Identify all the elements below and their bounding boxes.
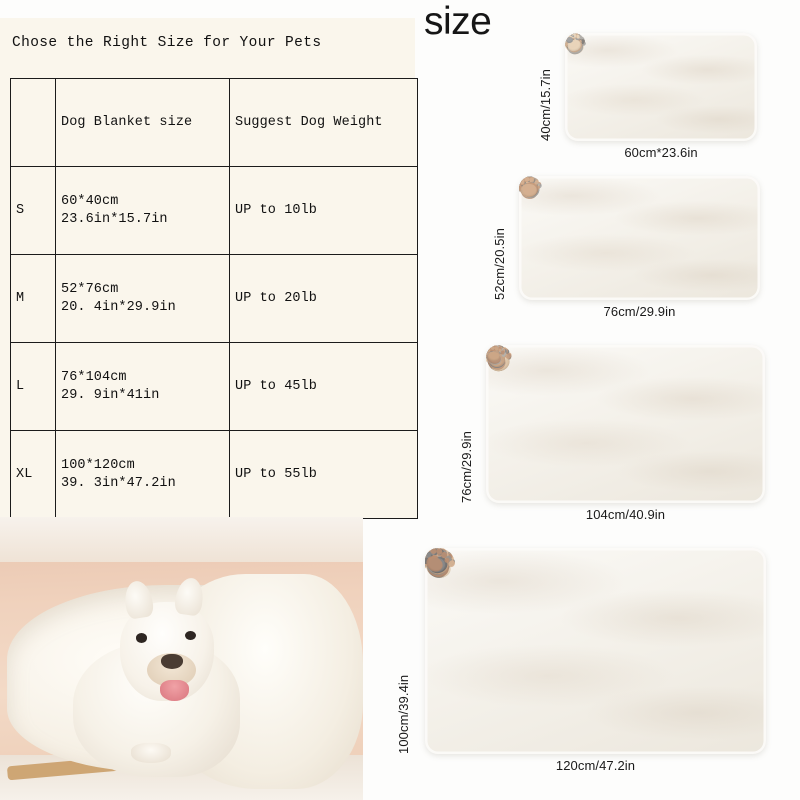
blanket-height-label-m: 52cm/20.5in (492, 228, 507, 300)
dog-paw (130, 743, 171, 764)
cell-size-label: S (10, 166, 56, 255)
cell-dimensions: 60*40cm 23.6in*15.7in (55, 166, 230, 255)
blanket-width-label-m: 76cm/29.9in (603, 304, 676, 319)
cell-size-label: L (10, 342, 56, 431)
header-cell-size (10, 78, 56, 167)
dim-in: 39. 3in*47.2in (61, 475, 176, 491)
table-row: L 76*104cm 29. 9in*41in UP to 45lb (10, 342, 418, 431)
dim-in: 20. 4in*29.9in (61, 299, 176, 315)
blanket-swatch-m: 52cm/20.5in 76cm/29.9in (492, 176, 760, 319)
table-row: M 52*76cm 20. 4in*29.9in UP to 20lb (10, 254, 418, 343)
dim-in: 29. 9in*41in (61, 387, 160, 403)
dog-nose (160, 654, 183, 669)
blanket-height-label-l: 76cm/29.9in (459, 431, 474, 503)
cell-dimensions: 76*104cm 29. 9in*41in (55, 342, 230, 431)
blanket-width-label-xl: 120cm/47.2in (555, 758, 636, 773)
dog-tongue (159, 679, 189, 701)
table-header-row: Dog Blanket size Suggest Dog Weight (10, 78, 418, 167)
blanket-height-label-s: 40cm/15.7in (538, 69, 553, 141)
dog-eye-right (185, 630, 197, 641)
blanket-image-xl (425, 548, 766, 754)
header-cell-dim: Dog Blanket size (55, 78, 230, 167)
dim-cm: 60*40cm (61, 193, 119, 209)
lifestyle-photo (0, 517, 363, 800)
cell-weight: UP to 45lb (229, 342, 418, 431)
blanket-width-label-s: 60cm*23.6in (624, 145, 698, 160)
blanket-swatch-l: 76cm/29.9in 104cm/40.9in (459, 345, 765, 522)
header-cell-weight: Suggest Dog Weight (229, 78, 418, 167)
blanket-image-l (486, 345, 765, 503)
cell-size-label: M (10, 254, 56, 343)
dim-cm: 100*120cm (61, 457, 135, 473)
table-row: XL 100*120cm 39. 3in*47.2in UP to 55lb (10, 430, 418, 519)
dog-eye-left (135, 633, 147, 643)
size-section-heading: size (424, 0, 492, 43)
blanket-swatch-xl: 100cm/39.4in 120cm/47.2in (396, 548, 766, 773)
photo-wall (0, 517, 363, 563)
cell-size-label: XL (10, 430, 56, 519)
blanket-swatch-s: 40cm/15.7in 60cm*23.6in (538, 33, 757, 160)
table-row: S 60*40cm 23.6in*15.7in UP to 10lb (10, 166, 418, 255)
size-chart-table: Dog Blanket size Suggest Dog Weight S 60… (10, 78, 418, 519)
dim-cm: 52*76cm (61, 281, 119, 297)
blanket-width-label-l: 104cm/40.9in (585, 507, 666, 522)
blanket-image-m (519, 176, 760, 300)
dim-cm: 76*104cm (61, 369, 127, 385)
dim-in: 23.6in*15.7in (61, 211, 168, 227)
cell-dimensions: 52*76cm 20. 4in*29.9in (55, 254, 230, 343)
blanket-image-s (565, 33, 757, 141)
cell-weight: UP to 10lb (229, 166, 418, 255)
size-chart-title: Chose the Right Size for Your Pets (12, 35, 322, 51)
cell-weight: UP to 55lb (229, 430, 418, 519)
cell-weight: UP to 20lb (229, 254, 418, 343)
cell-dimensions: 100*120cm 39. 3in*47.2in (55, 430, 230, 519)
blanket-height-label-xl: 100cm/39.4in (396, 674, 411, 754)
